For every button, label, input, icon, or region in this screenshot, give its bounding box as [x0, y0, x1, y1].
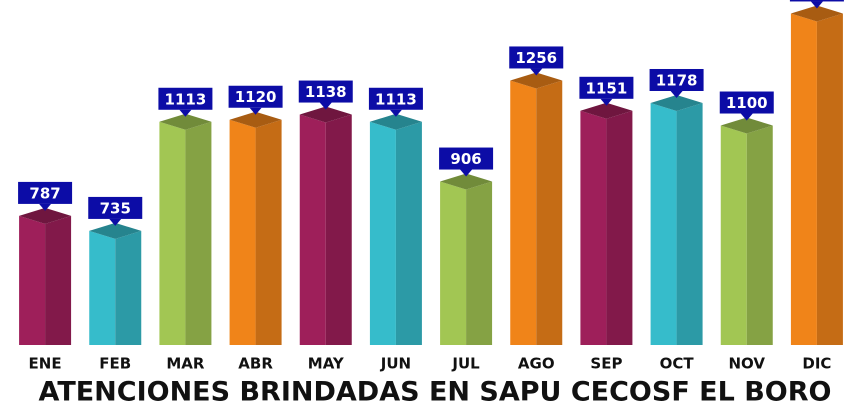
value-label-box — [439, 147, 494, 170]
bar-top — [720, 117, 773, 134]
bar-left-face — [19, 215, 46, 345]
bar-left-face — [299, 114, 326, 345]
bar — [89, 222, 142, 345]
x-tick-label: ABR — [238, 355, 273, 373]
bar — [720, 117, 773, 345]
value-label: 1113 — [165, 90, 207, 108]
bar-top — [580, 102, 633, 119]
bar — [299, 106, 352, 345]
value-label-pointer — [249, 107, 262, 115]
value-label-box — [88, 196, 143, 219]
x-tick-label: SEP — [590, 355, 622, 373]
bar-left-face — [229, 119, 256, 345]
bar — [229, 111, 282, 345]
bar-top — [19, 207, 72, 224]
value-label-box — [579, 76, 634, 99]
bar-right-face — [746, 125, 773, 345]
bar-left-face — [369, 121, 396, 345]
x-tick-label: DIC — [802, 355, 831, 373]
bar-right-face — [45, 215, 72, 345]
bar-left-face — [510, 80, 537, 345]
bar-top — [790, 5, 843, 22]
value-label-pointer — [179, 109, 192, 117]
chart-title: ATENCIONES BRINDADAS EN SAPU CECOSF EL B… — [39, 377, 832, 408]
x-tick-label: AGO — [518, 355, 555, 373]
value-label-pointer — [600, 98, 613, 106]
bar-top — [650, 94, 703, 111]
value-label: 1151 — [586, 79, 628, 97]
bar-top — [229, 111, 282, 128]
bar-top — [89, 222, 142, 239]
value-label: 1256 — [515, 49, 557, 67]
bar-right-face — [466, 181, 493, 345]
bar-right-face — [536, 80, 563, 345]
value-label: 735 — [100, 199, 131, 217]
value-label: 1120 — [235, 88, 277, 106]
bar — [19, 207, 72, 345]
value-label: 1138 — [305, 83, 347, 101]
x-tick-label: MAY — [308, 355, 345, 373]
bar-left-face — [790, 13, 817, 346]
bar-left-face — [159, 121, 186, 345]
bar-right-face — [816, 13, 843, 346]
value-label-pointer — [530, 68, 543, 76]
bar-left-face — [650, 102, 677, 345]
bar — [790, 5, 843, 346]
value-label: 1100 — [726, 94, 768, 112]
value-label: 787 — [29, 184, 60, 202]
bar-top — [510, 72, 563, 89]
bar-right-face — [395, 121, 422, 345]
bar-right-face — [185, 121, 212, 345]
bar — [650, 94, 703, 345]
bar-right-face — [325, 114, 352, 345]
value-label: 1178 — [656, 71, 698, 89]
x-tick-label: JUN — [380, 355, 411, 373]
x-tick-label: OCT — [660, 355, 695, 373]
bar-top — [159, 113, 212, 130]
value-label-pointer — [39, 203, 52, 211]
value-label-box — [18, 181, 73, 204]
value-label-pointer — [740, 113, 753, 121]
x-tick-label: FEB — [99, 355, 131, 373]
bar-right-face — [115, 230, 142, 345]
bar-right-face — [676, 102, 703, 345]
value-label-pointer — [109, 218, 122, 226]
bar — [580, 102, 633, 346]
value-label-box — [158, 87, 213, 110]
bar-left-face — [440, 181, 467, 345]
value-label-box — [789, 0, 844, 2]
value-label: 1113 — [375, 90, 417, 108]
value-label-box — [298, 80, 353, 103]
bar-left-face — [720, 125, 747, 345]
value-label-box — [509, 46, 564, 69]
value-label-pointer — [319, 102, 332, 110]
bar — [369, 113, 422, 345]
bar-top — [369, 113, 422, 130]
value-label-box — [719, 91, 774, 114]
bar-right-face — [606, 110, 633, 346]
value-label-pointer — [810, 1, 823, 9]
value-label-box — [368, 87, 423, 110]
value-label-box — [649, 68, 704, 91]
x-tick-label: MAR — [166, 355, 205, 373]
bar-left-face — [580, 110, 607, 346]
bar-top — [440, 173, 493, 190]
value-label-pointer — [389, 109, 402, 117]
value-label-pointer — [670, 90, 683, 98]
value-label-pointer — [460, 169, 473, 177]
bar — [159, 113, 212, 345]
bar — [510, 72, 563, 345]
x-tick-label: NOV — [728, 355, 765, 373]
value-label-box — [228, 85, 283, 108]
x-tick-label: JUL — [451, 355, 480, 373]
x-tick-label: ENE — [29, 355, 62, 373]
bar — [440, 173, 493, 345]
value-label: 906 — [450, 150, 481, 168]
bar-left-face — [89, 230, 116, 345]
bar-top — [299, 106, 352, 123]
bar-right-face — [255, 119, 282, 345]
